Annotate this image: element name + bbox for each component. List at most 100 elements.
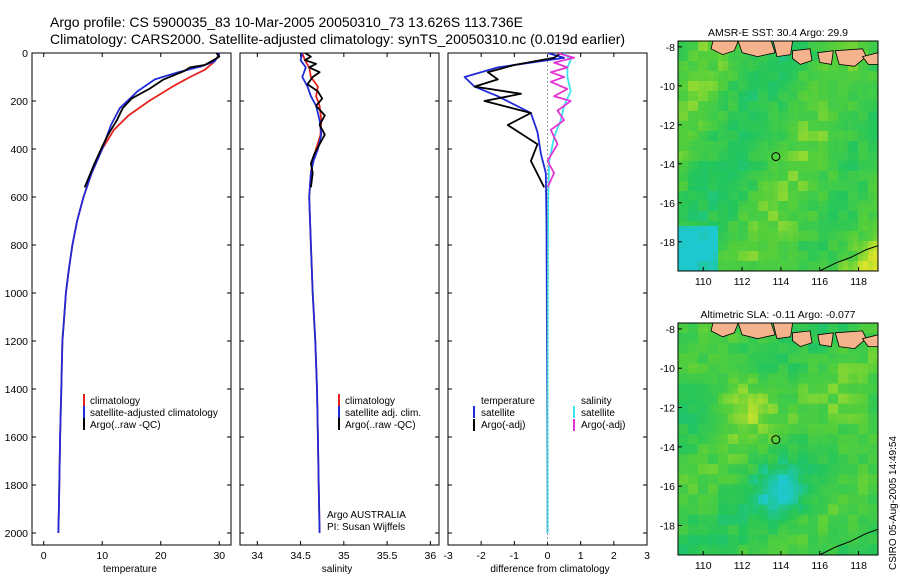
map-cell bbox=[778, 494, 784, 500]
map-cell bbox=[833, 328, 839, 334]
map-cell bbox=[698, 348, 704, 354]
map-cell bbox=[738, 398, 744, 405]
map-cell bbox=[853, 246, 859, 252]
map-cell bbox=[773, 226, 779, 232]
map-cell bbox=[858, 256, 864, 262]
map-cell bbox=[803, 261, 809, 267]
map-cell bbox=[783, 494, 789, 500]
map-cell bbox=[753, 156, 759, 162]
map-cell bbox=[748, 539, 754, 546]
map-cell bbox=[763, 246, 769, 252]
map-cell bbox=[778, 251, 784, 257]
map-cell bbox=[863, 71, 869, 77]
map-cell bbox=[763, 156, 769, 162]
map-cell bbox=[788, 196, 794, 202]
map-cell bbox=[793, 251, 799, 257]
map-cell bbox=[683, 459, 689, 465]
map-cell bbox=[803, 549, 809, 555]
map-cell bbox=[723, 61, 729, 67]
map-cell bbox=[783, 479, 789, 485]
map-cell bbox=[803, 141, 809, 147]
map-cell bbox=[723, 413, 729, 420]
map-cell bbox=[843, 464, 849, 470]
map-cell bbox=[693, 469, 699, 475]
map-cell bbox=[723, 388, 729, 395]
map-cell bbox=[803, 46, 809, 52]
map-cell bbox=[783, 509, 789, 516]
map-cell bbox=[788, 418, 794, 425]
map-cell bbox=[708, 106, 714, 112]
map-cell bbox=[768, 96, 774, 102]
map-cell bbox=[768, 449, 774, 455]
map-cell bbox=[818, 101, 824, 107]
map-cell bbox=[748, 408, 754, 415]
map-cell bbox=[748, 181, 754, 187]
map-cell bbox=[678, 221, 684, 227]
map-cell bbox=[818, 81, 824, 87]
map-cell bbox=[798, 363, 804, 369]
map-cell bbox=[743, 156, 749, 162]
map-cell bbox=[853, 413, 859, 420]
map-cell bbox=[833, 383, 839, 389]
map-cell bbox=[733, 499, 739, 505]
y-tick-label: -18 bbox=[660, 521, 675, 533]
map-cell bbox=[828, 358, 834, 364]
map-cell bbox=[823, 449, 829, 455]
map-cell bbox=[823, 388, 829, 395]
map-cell bbox=[803, 251, 809, 257]
map-cell bbox=[828, 428, 834, 435]
map-cell bbox=[738, 484, 744, 490]
map-cell bbox=[823, 328, 829, 334]
map-cell bbox=[683, 343, 689, 349]
map-cell bbox=[788, 56, 794, 62]
map-cell bbox=[793, 544, 799, 551]
map-cell bbox=[858, 408, 864, 415]
map-cell bbox=[828, 171, 834, 177]
map-cell bbox=[748, 519, 754, 526]
map-cell bbox=[703, 338, 709, 344]
map-cell bbox=[833, 111, 839, 117]
map-cell bbox=[798, 96, 804, 102]
map-cell bbox=[833, 121, 839, 127]
map-cell bbox=[833, 509, 839, 516]
map-cell bbox=[758, 166, 764, 172]
map-cell bbox=[773, 86, 779, 92]
map-cell bbox=[858, 348, 864, 354]
map-cell bbox=[828, 191, 834, 197]
map-cell bbox=[728, 454, 734, 460]
map-cell bbox=[788, 484, 794, 490]
map-cell bbox=[793, 91, 799, 97]
map-cell bbox=[803, 444, 809, 450]
map-cell bbox=[758, 423, 764, 430]
map-cell bbox=[773, 494, 779, 500]
map-cell bbox=[753, 539, 759, 546]
map-cell bbox=[853, 494, 859, 500]
map-cell bbox=[833, 469, 839, 475]
map-cell bbox=[703, 196, 709, 202]
map-cell bbox=[873, 383, 878, 389]
map-cell bbox=[813, 398, 819, 405]
map-cell bbox=[793, 96, 799, 102]
map-cell bbox=[708, 494, 714, 500]
series-line-temperature-argo-adj- bbox=[473, 53, 562, 188]
map-cell bbox=[838, 464, 844, 470]
map-cell bbox=[753, 86, 759, 92]
map-cell bbox=[838, 403, 844, 410]
map-cell bbox=[743, 489, 749, 495]
map-cell bbox=[803, 358, 809, 364]
map-cell bbox=[853, 136, 859, 142]
map-cell bbox=[708, 231, 714, 237]
map-cell bbox=[688, 171, 694, 177]
map-cell bbox=[738, 358, 744, 364]
map-cell bbox=[703, 509, 709, 516]
map-cell bbox=[688, 509, 694, 516]
map-cell bbox=[848, 251, 854, 257]
map-cell bbox=[778, 101, 784, 107]
map-cell bbox=[858, 323, 864, 329]
map-cell bbox=[813, 343, 819, 349]
map-cell bbox=[703, 266, 709, 271]
map-cell bbox=[728, 106, 734, 112]
map-cell bbox=[818, 131, 824, 137]
map-cell bbox=[793, 489, 799, 495]
map-cell bbox=[858, 201, 864, 207]
